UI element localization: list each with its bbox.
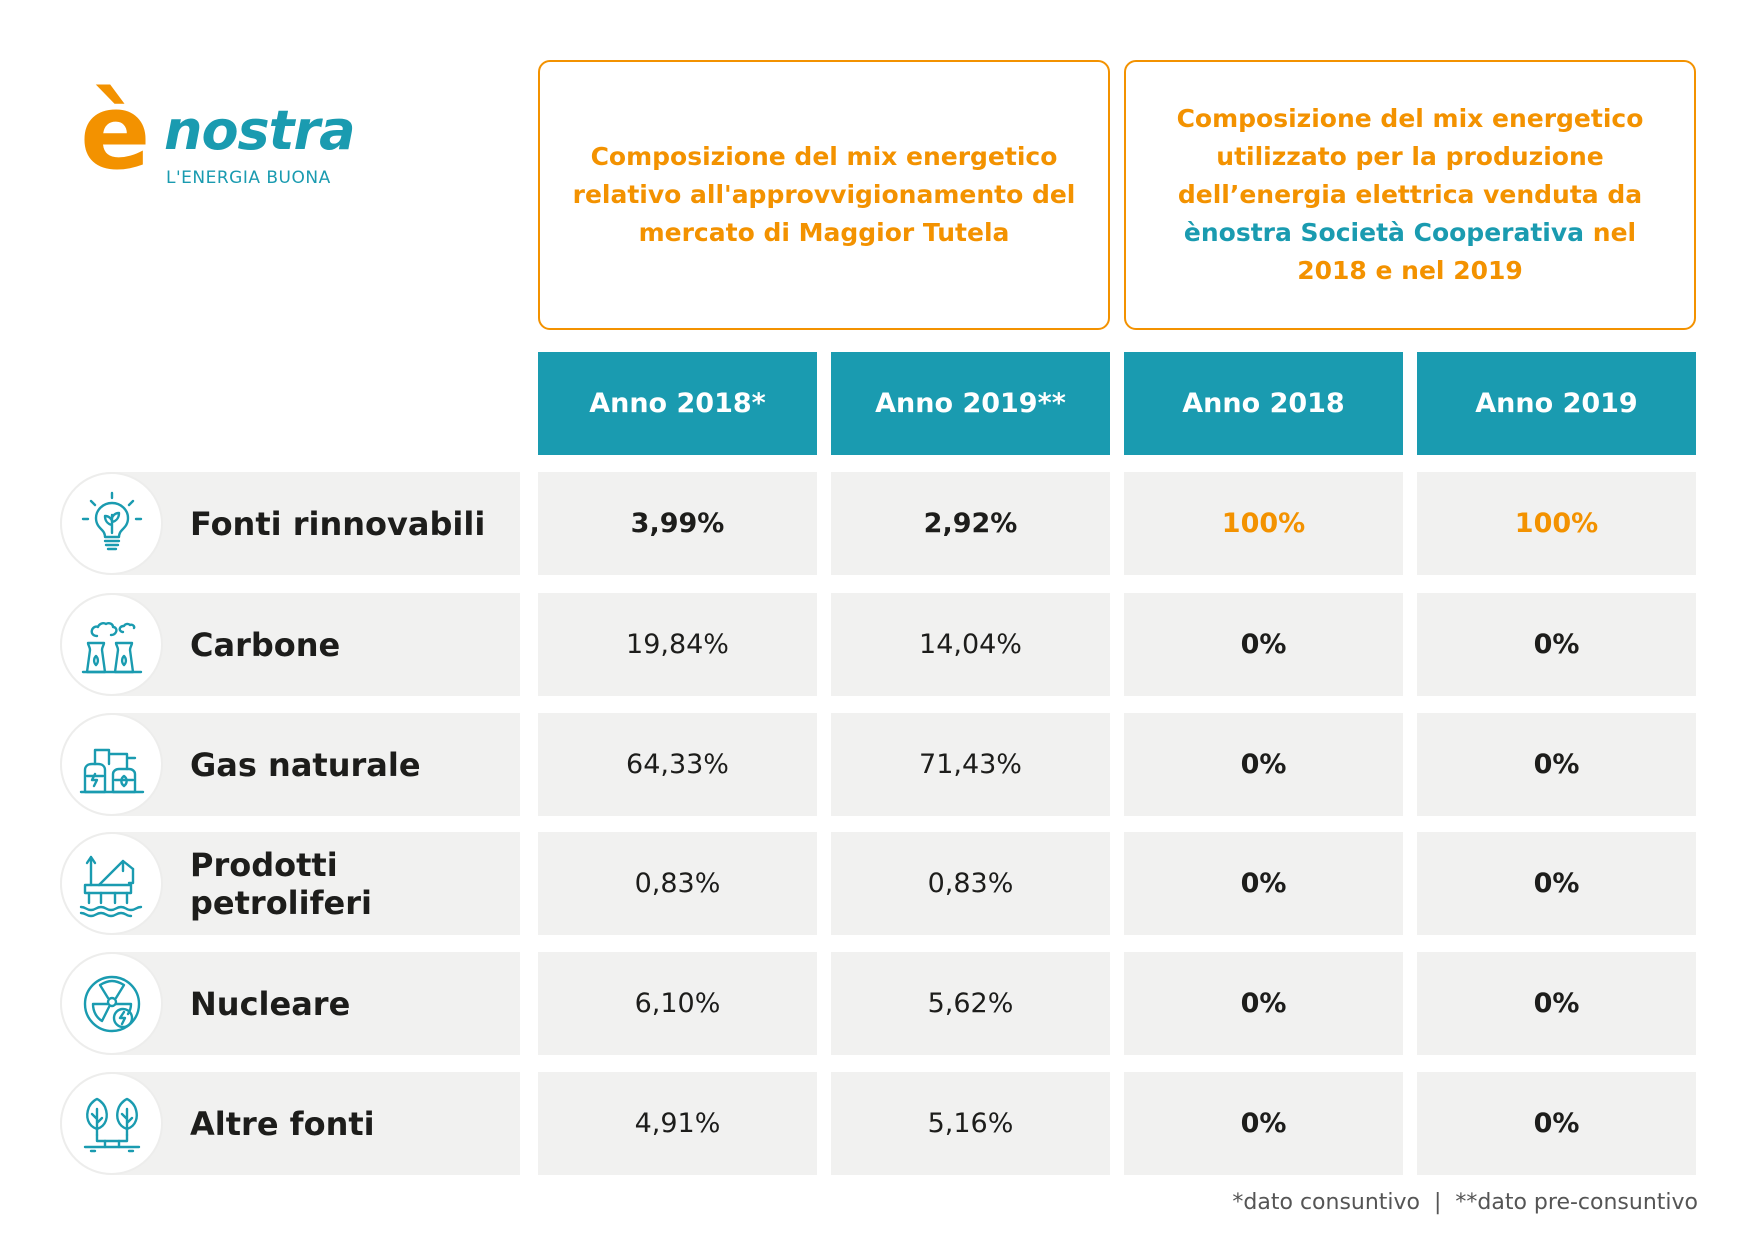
table-cell: 2,92% <box>831 472 1110 575</box>
logo-word: nostra <box>164 99 356 162</box>
row-label-altre-fonti: Altre fonti <box>190 1104 375 1143</box>
footnote: *dato consuntivo | **dato pre-consuntivo <box>1232 1190 1698 1215</box>
header-box-enostra-highlight: ènostra Società Cooperativa <box>1183 218 1585 247</box>
table-cell: 19,84% <box>538 593 817 696</box>
logo: è nostra L'ENERGIA BUONA <box>80 80 370 200</box>
logo-tagline: L'ENERGIA BUONA <box>166 168 331 188</box>
header-box-tutela: Composizione del mix energetico relativo… <box>538 60 1110 330</box>
gas-plant-icon <box>60 713 163 816</box>
table-cell: 71,43% <box>831 713 1110 816</box>
table-cell: 0% <box>1417 832 1696 935</box>
table-row-label: Fonti rinnovabili <box>60 472 520 575</box>
row-label-fonti-rinnovabili: Fonti rinnovabili <box>190 504 486 543</box>
table-cell: 6,10% <box>538 952 817 1055</box>
table-cell: 0% <box>1124 593 1403 696</box>
table-cell: 0% <box>1124 1072 1403 1175</box>
column-header-2019-tutela: Anno 2019** <box>831 352 1110 455</box>
cooling-towers-icon <box>60 593 163 696</box>
table-cell: 0,83% <box>538 832 817 935</box>
table-cell: 4,91% <box>538 1072 817 1175</box>
column-header-2019-enostra: Anno 2019 <box>1417 352 1696 455</box>
row-label-prodotti-petroliferi: Prodotti petroliferi <box>190 845 372 922</box>
lightbulb-leaf-icon <box>60 472 163 575</box>
table-row-label: Gas naturale <box>60 713 520 816</box>
column-header-2018-enostra: Anno 2018 <box>1124 352 1403 455</box>
table-row-label: Nucleare <box>60 952 520 1055</box>
header-box-enostra-text: Composizione del mix energetico utilizza… <box>1156 100 1664 290</box>
table-cell: 0% <box>1124 832 1403 935</box>
row-label-nucleare: Nucleare <box>190 984 351 1023</box>
table-cell: 0% <box>1417 952 1696 1055</box>
table-cell: 5,16% <box>831 1072 1110 1175</box>
nuclear-icon <box>60 952 163 1055</box>
table-cell: 0% <box>1124 952 1403 1055</box>
table-row-label: Prodotti petroliferi <box>60 832 520 935</box>
table-cell: 3,99% <box>538 472 817 575</box>
header-box-enostra: Composizione del mix energetico utilizza… <box>1124 60 1696 330</box>
table-cell: 14,04% <box>831 593 1110 696</box>
row-label-gas-naturale: Gas naturale <box>190 745 421 784</box>
table-row-label: Carbone <box>60 593 520 696</box>
oil-rig-icon <box>60 832 163 935</box>
table-cell: 5,62% <box>831 952 1110 1055</box>
table-row-label: Altre fonti <box>60 1072 520 1175</box>
table-cell: 64,33% <box>538 713 817 816</box>
table-cell: 0% <box>1124 713 1403 816</box>
leaves-plug-icon <box>60 1072 163 1175</box>
table-cell: 0% <box>1417 1072 1696 1175</box>
table-cell: 0% <box>1417 593 1696 696</box>
header-box-enostra-part1: Composizione del mix energetico utilizza… <box>1176 104 1644 209</box>
table-cell: 100% <box>1417 472 1696 575</box>
header-box-tutela-text: Composizione del mix energetico relativo… <box>572 142 1076 247</box>
column-header-2018-tutela: Anno 2018* <box>538 352 817 455</box>
table-cell: 0% <box>1417 713 1696 816</box>
table-cell: 0,83% <box>831 832 1110 935</box>
header-box-enostra-part2: nel 2018 e nel 2019 <box>1297 218 1637 285</box>
logo-mark: è <box>80 71 151 193</box>
row-label-carbone: Carbone <box>190 625 341 664</box>
table-cell: 100% <box>1124 472 1403 575</box>
